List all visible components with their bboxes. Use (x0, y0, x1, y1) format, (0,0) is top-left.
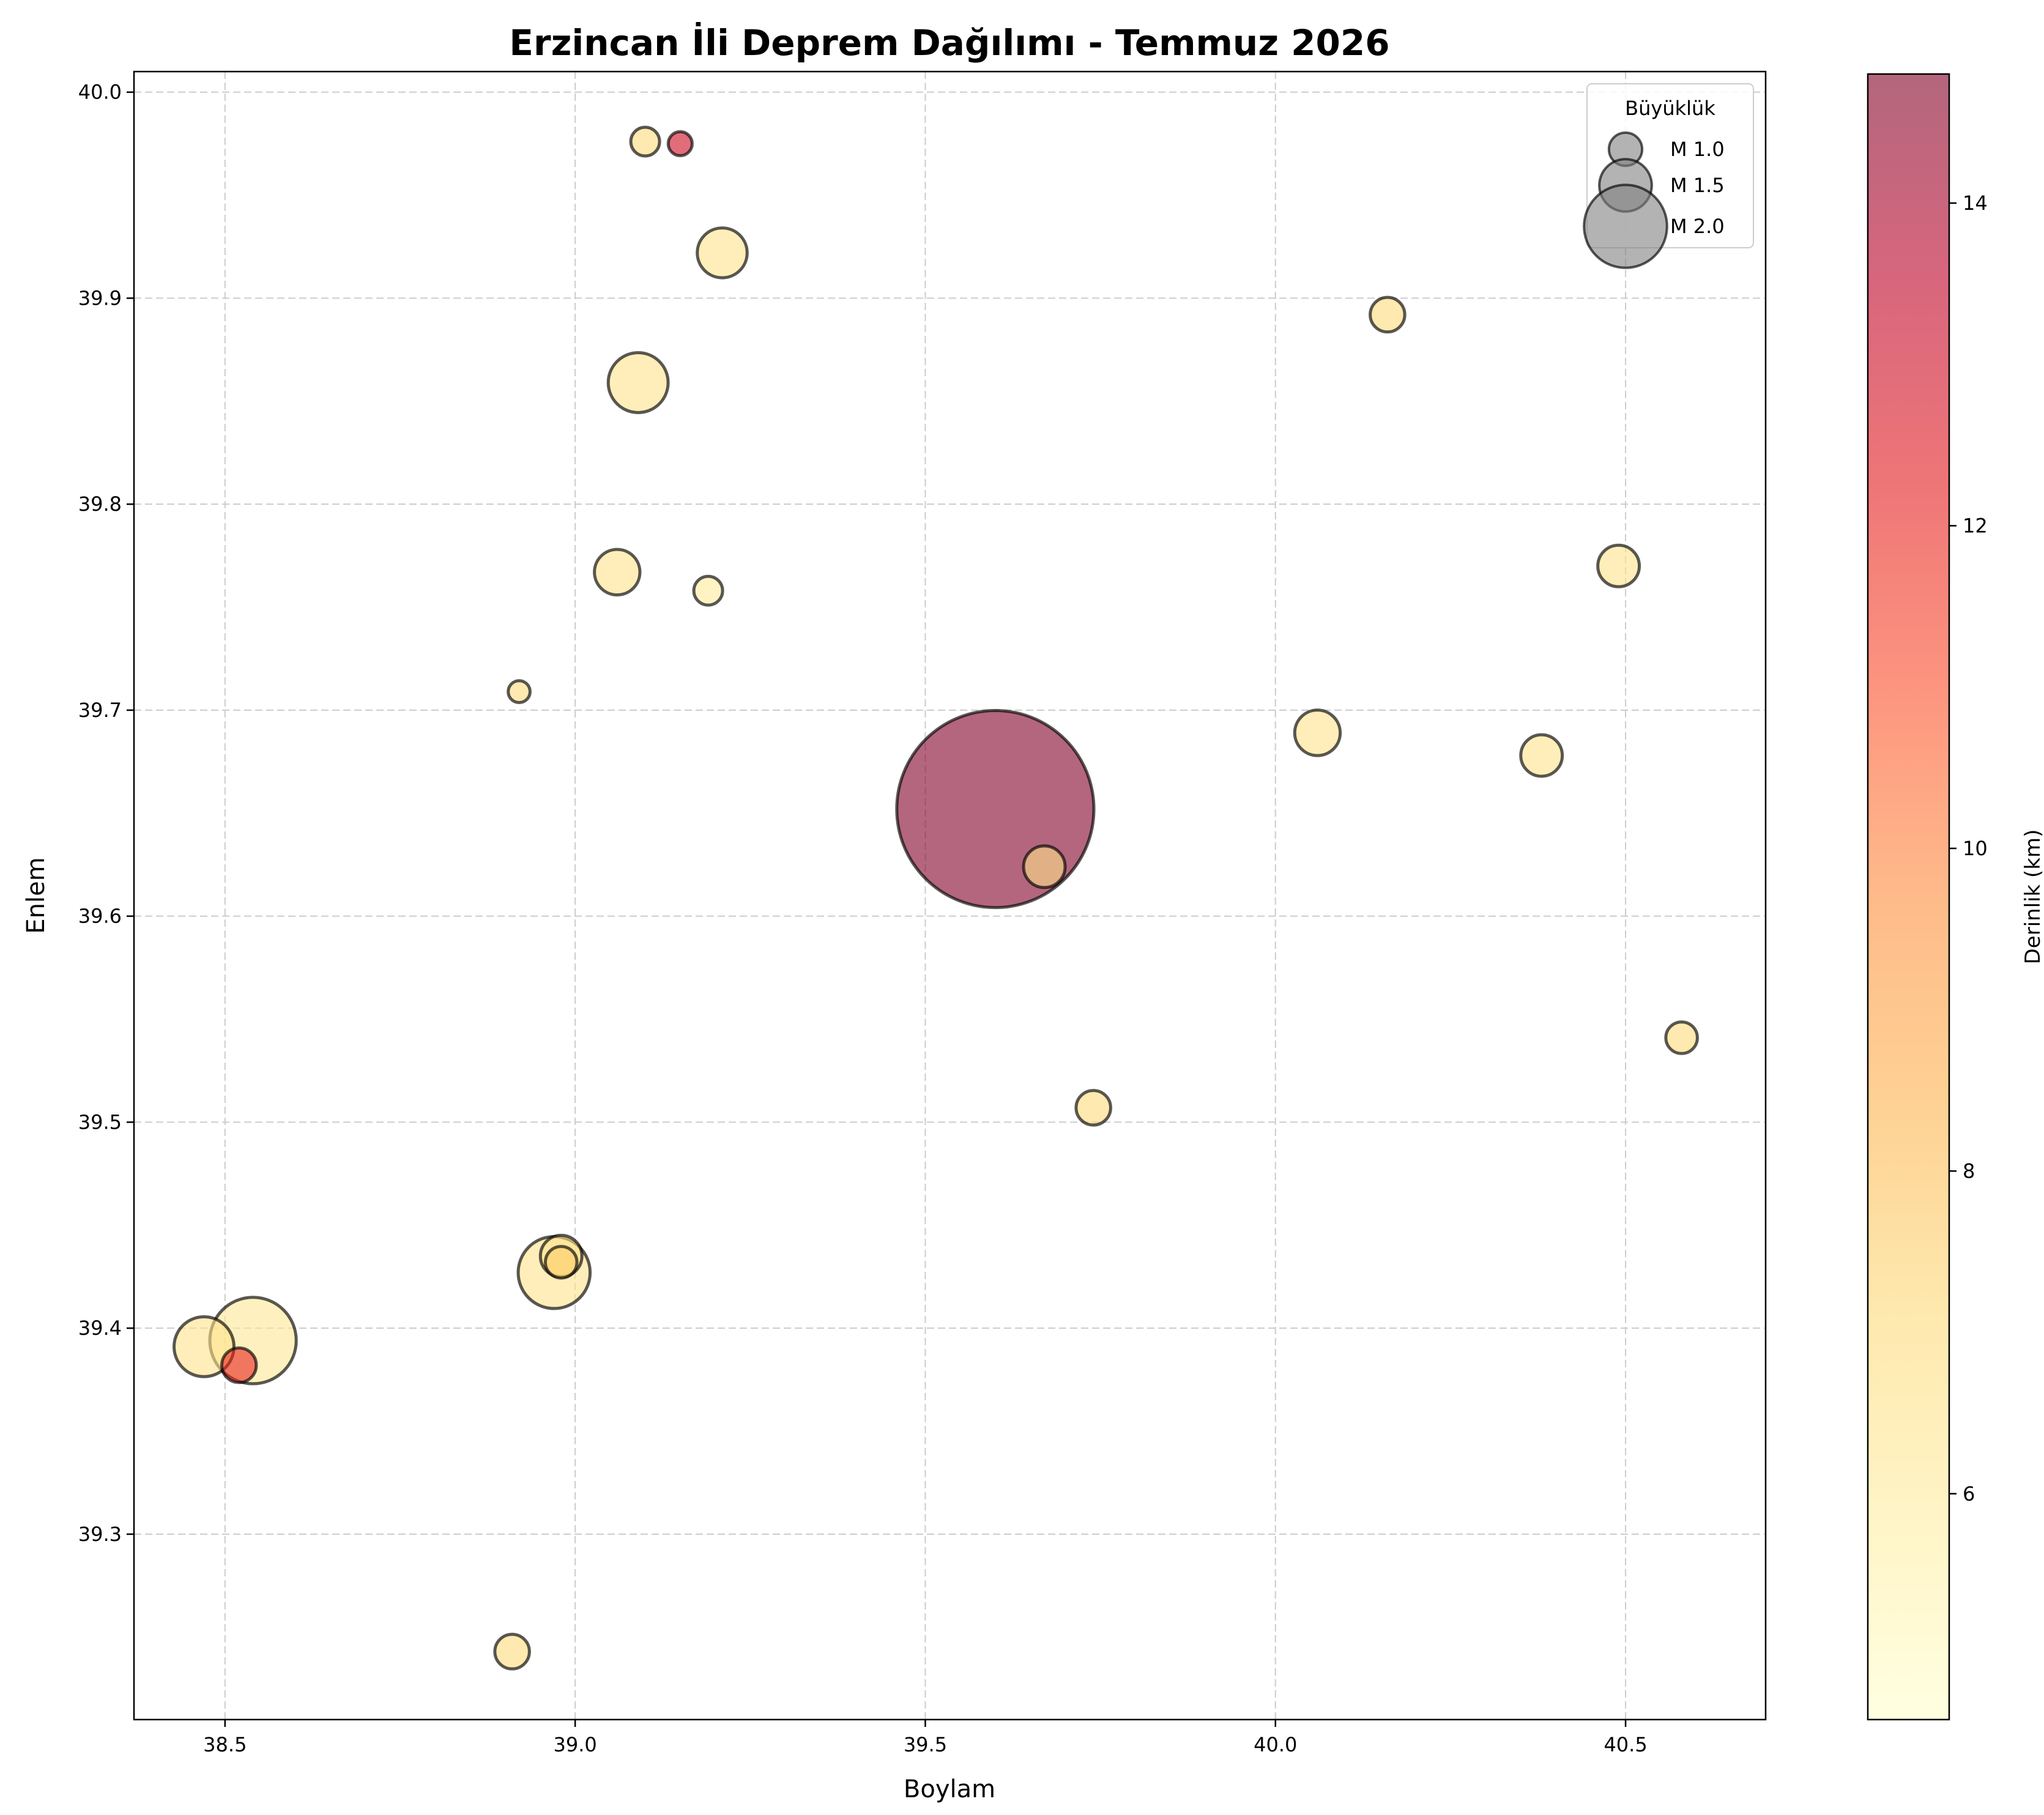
earthquake-point (895, 708, 1096, 910)
legend-label: M 1.0 (1670, 138, 1725, 161)
x-axis-label: Boylam (904, 1775, 995, 1803)
colorbar-frame (1867, 73, 1950, 1721)
colorbar-tick-label: 10 (1963, 837, 1988, 860)
y-tick-label: 39.6 (78, 905, 122, 928)
colorbar-tick-label: 8 (1963, 1159, 1975, 1182)
x-tick-label: 39.0 (553, 1733, 596, 1756)
y-tick-label: 40.0 (78, 81, 122, 104)
legend-label: M 1.5 (1670, 174, 1725, 197)
earthquake-point (1664, 1020, 1699, 1055)
legend-label: M 2.0 (1670, 215, 1725, 238)
y-tick-label: 39.9 (78, 286, 122, 310)
earthquake-point (593, 547, 642, 596)
earthquake-point (1293, 708, 1342, 757)
earthquake-point (1369, 295, 1407, 334)
y-tick-label: 39.7 (78, 699, 122, 722)
y-axis-label: Enlem (22, 857, 50, 933)
x-tick-label: 40.5 (1604, 1733, 1647, 1756)
x-axis-ticks: 38.5 39.0 39.5 40.0 40.5 (203, 1720, 1648, 1756)
earthquake-point (606, 351, 670, 414)
y-tick-label: 39.5 (78, 1110, 122, 1134)
data-points (173, 125, 1699, 1671)
legend-title: Büyüklük (1625, 97, 1715, 120)
plot-area-frame (133, 70, 1767, 1721)
earthquake-point (692, 574, 724, 607)
colorbar-label: Derinlik (km) (2021, 830, 2044, 965)
earthquake-point (666, 130, 694, 157)
earthquake-point (220, 1346, 258, 1384)
earthquake-point (629, 125, 661, 158)
size-legend: Büyüklük M 1.0 M 1.5 M 2.0 (1583, 83, 1754, 269)
earthquake-point (507, 679, 532, 704)
colorbar-tick-label: 14 (1963, 191, 1988, 215)
earthquake-point (173, 1315, 236, 1378)
colorbar-tick-label: 6 (1963, 1482, 1975, 1505)
y-tick-label: 39.3 (78, 1523, 122, 1546)
earthquake-point (1519, 733, 1564, 778)
earthquake-point (696, 226, 749, 280)
legend-marker (1583, 184, 1668, 269)
depth-colorbar: 6 8 10 12 14 Derinlik (km) (1867, 73, 2044, 1721)
earthquake-point (1074, 1089, 1112, 1127)
y-tick-label: 39.8 (78, 492, 122, 516)
x-tick-label: 39.5 (904, 1733, 947, 1756)
colorbar-tick-label: 12 (1963, 514, 1988, 537)
x-tick-label: 40.0 (1254, 1733, 1297, 1756)
colorbar-gradient (1868, 74, 1949, 1720)
earthquake-point (1596, 543, 1641, 588)
grid-lines (134, 72, 1766, 1720)
x-tick-label: 38.5 (203, 1733, 247, 1756)
y-axis-ticks: 39.3 39.4 39.5 39.6 39.7 39.8 39.9 40.0 (78, 81, 134, 1546)
earthquake-point (1022, 844, 1067, 889)
earthquake-point (493, 1633, 531, 1671)
earthquake-point (543, 1245, 579, 1280)
chart-title: Erzincan İli Deprem Dağılımı - Temmuz 20… (509, 21, 1389, 64)
y-tick-label: 39.4 (78, 1316, 122, 1340)
